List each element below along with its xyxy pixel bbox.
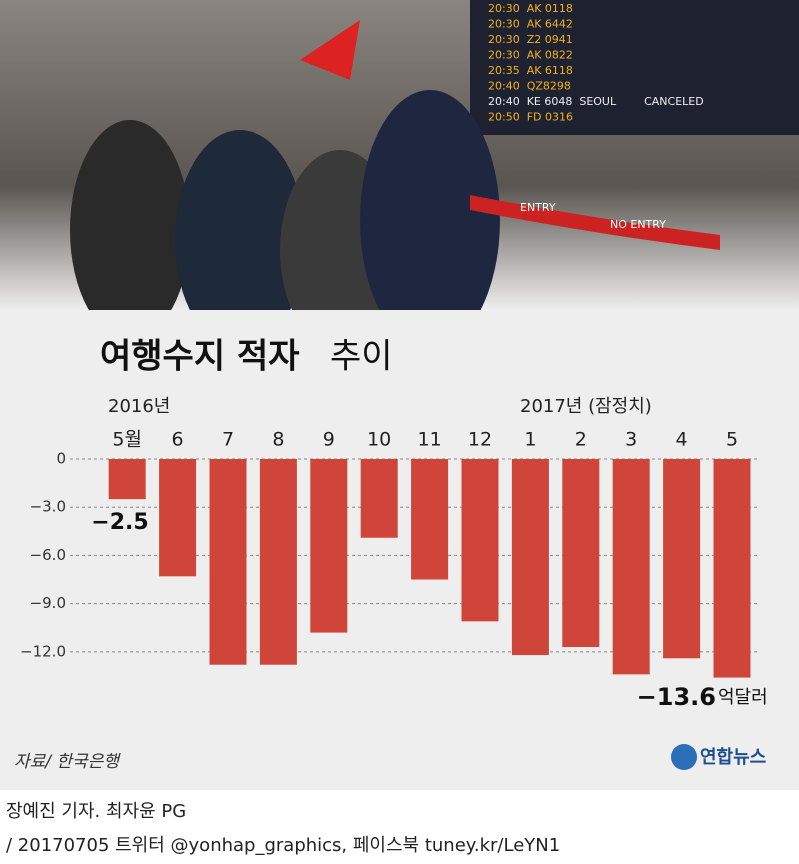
bar	[511, 459, 549, 656]
board-row: 20:30 AK 0118	[488, 2, 573, 15]
bar	[461, 459, 499, 622]
bar	[310, 459, 348, 633]
x-tick-label: 4	[676, 429, 688, 451]
x-tick-label: 8	[272, 429, 284, 451]
logo-icon	[671, 744, 697, 770]
bar	[411, 459, 449, 580]
chart-title: 여행수지 적자	[100, 337, 300, 377]
board-row: 20:40 QZ8298	[488, 80, 571, 93]
board-row: 20:30 Z2 0941	[488, 33, 573, 46]
bar	[159, 459, 197, 577]
unit-label: 억달러	[718, 687, 768, 708]
value-label: −2.5	[91, 510, 148, 535]
y-tick-label: −6.0	[30, 546, 66, 564]
period-end: 2017년 (잠정치)	[520, 396, 652, 417]
logo: 연합뉴스	[700, 746, 766, 768]
board-row: 20:50 FD 0316	[488, 111, 573, 124]
bar	[209, 459, 247, 665]
x-tick-label: 6	[172, 429, 184, 451]
y-tick-label: −9.0	[30, 594, 66, 612]
departure-board	[470, 0, 799, 135]
bar	[713, 459, 751, 678]
footer-links: / 20170705 트위터 @yonhap_graphics, 페이스북 tu…	[6, 835, 560, 856]
board-row: 20:30 AK 0822	[488, 49, 573, 62]
board-row: 20:40 KE 6048 SEOUL CANCELED	[488, 95, 704, 108]
bar	[562, 459, 600, 648]
x-tick-label: 11	[418, 429, 442, 451]
board-row: 20:35 AK 6118	[488, 64, 573, 77]
x-tick-label: 1	[524, 429, 536, 451]
person	[175, 130, 305, 350]
y-tick-label: 0	[56, 450, 66, 468]
board-row: 20:30 AK 6442	[488, 18, 573, 31]
chart-subtitle: 추이	[330, 337, 393, 377]
y-tick-label: −3.0	[30, 498, 66, 516]
bar	[259, 459, 297, 665]
bar	[360, 459, 398, 538]
y-tick-label: −12.0	[20, 642, 66, 660]
x-tick-label: 10	[367, 429, 391, 451]
period-start: 2016년	[108, 396, 170, 417]
x-tick-label: 7	[222, 429, 234, 451]
x-tick-label: 2	[575, 429, 587, 451]
value-label: −13.6	[637, 683, 716, 711]
bar	[663, 459, 701, 659]
bar	[612, 459, 650, 675]
x-tick-label: 5	[726, 429, 738, 451]
x-tick-label: 12	[468, 429, 492, 451]
source: 자료/ 한국은행	[14, 752, 121, 772]
x-tick-label: 5월	[112, 429, 142, 451]
sign: NO ENTRY	[610, 218, 666, 231]
sign: ENTRY	[520, 201, 556, 214]
x-tick-label: 9	[323, 429, 335, 451]
person	[360, 90, 500, 350]
footer-credit: 장예진 기자. 최자윤 PG	[6, 801, 186, 822]
flag	[300, 20, 360, 80]
bar	[108, 459, 146, 500]
barrier-belt	[470, 195, 720, 250]
x-tick-label: 3	[625, 429, 637, 451]
person	[70, 120, 190, 340]
